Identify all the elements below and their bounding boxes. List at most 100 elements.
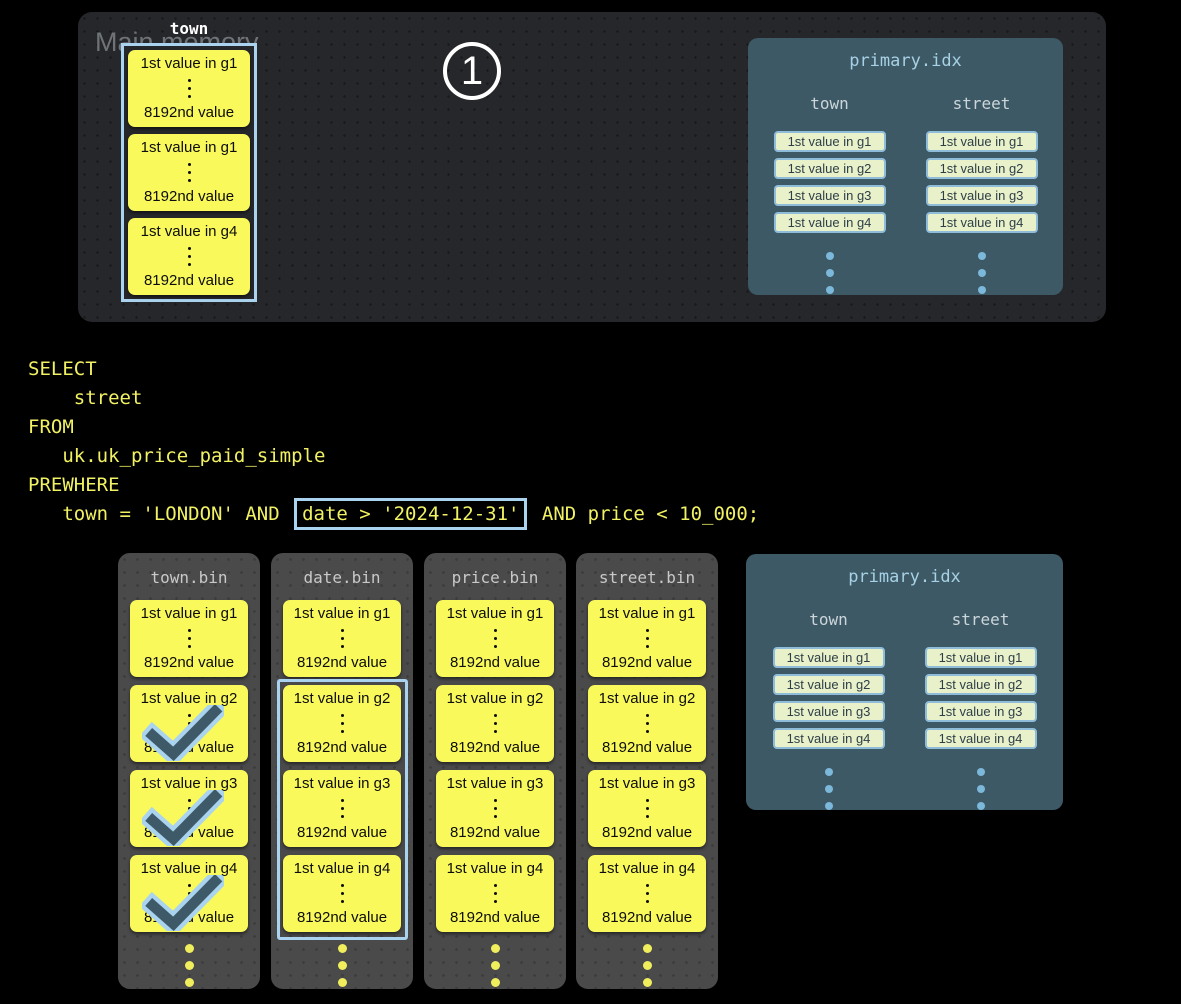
- index-column-town: town 1st value in g1 1st value in g2 1st…: [764, 612, 894, 810]
- granule-block: 1st value in g3 8192nd value: [130, 770, 248, 847]
- granule-last-value: 8192nd value: [143, 654, 235, 671]
- granule-first-value: 1st value in g2: [293, 690, 391, 707]
- granule-block: 1st value in g4 8192nd value: [128, 218, 250, 295]
- granule-first-value: 1st value in g1: [140, 605, 238, 622]
- more-entries-dots: [976, 768, 985, 810]
- granule-last-value: 8192nd value: [601, 654, 693, 671]
- ellipsis-dots: [645, 798, 649, 818]
- granule-first-value: 1st value in g2: [140, 690, 238, 707]
- granule-last-value: 8192nd value: [449, 909, 541, 926]
- ellipsis-dots: [493, 713, 497, 733]
- bin-title: price.bin: [451, 568, 539, 587]
- bin-panel-date: date.bin 1st value in g1 8192nd value 1s…: [271, 553, 413, 989]
- index-entry-pill: 1st value in g4: [925, 212, 1038, 233]
- granule-block: 1st value in g3 8192nd value: [283, 770, 401, 847]
- index-column-street: street 1st value in g1 1st value in g2 1…: [916, 612, 1046, 810]
- ellipsis-dots: [493, 628, 497, 648]
- more-entries-dots: [825, 252, 834, 294]
- granule-block: 1st value in g2 8192nd value: [283, 685, 401, 762]
- more-granules-dots: [118, 944, 260, 987]
- ellipsis-dots: [340, 628, 344, 648]
- check-icon: [142, 705, 224, 761]
- primary-index-panel-bottom: primary.idx town 1st value in g1 1st val…: [746, 554, 1063, 810]
- index-entry-pill: 1st value in g2: [925, 158, 1038, 179]
- index-entry-pill: 1st value in g1: [924, 647, 1037, 668]
- index-entry-pill: 1st value in g2: [772, 674, 885, 695]
- more-entries-dots: [824, 768, 833, 810]
- bin-blocks: 1st value in g1 8192nd value 1st value i…: [283, 600, 401, 932]
- granule-block: 1st value in g1 8192nd value: [283, 600, 401, 677]
- granule-last-value: 8192nd value: [601, 824, 693, 841]
- more-entries-dots: [977, 252, 986, 294]
- sql-prewhere-keyword: PREWHERE: [28, 474, 120, 496]
- granule-block: 1st value in g4 8192nd value: [283, 855, 401, 932]
- index-column-street: street 1st value in g1 1st value in g2 1…: [917, 96, 1047, 294]
- granule-last-value: 8192nd value: [143, 104, 235, 121]
- sql-table-name: uk.uk_price_paid_simple: [28, 445, 326, 467]
- ellipsis-dots: [645, 713, 649, 733]
- granule-block: 1st value in g2 8192nd value: [130, 685, 248, 762]
- index-entry-pill: 1st value in g1: [925, 131, 1038, 152]
- ellipsis-dots: [187, 78, 191, 98]
- granule-block: 1st value in g3 8192nd value: [588, 770, 706, 847]
- granule-first-value: 1st value in g4: [598, 860, 696, 877]
- granule-block: 1st value in g1 8192nd value: [130, 600, 248, 677]
- index-entry-pill: 1st value in g3: [773, 185, 886, 206]
- granule-first-value: 1st value in g1: [446, 605, 544, 622]
- granule-first-value: 1st value in g1: [140, 139, 238, 156]
- granule-block: 1st value in g4 8192nd value: [130, 855, 248, 932]
- granule-first-value: 1st value in g3: [598, 775, 696, 792]
- ellipsis-dots: [340, 883, 344, 903]
- granule-first-value: 1st value in g4: [446, 860, 544, 877]
- index-entry-pill: 1st value in g4: [773, 212, 886, 233]
- sql-condition-before: town = 'LONDON' AND: [28, 503, 292, 525]
- granule-last-value: 8192nd value: [601, 739, 693, 756]
- bin-title: date.bin: [303, 568, 381, 587]
- ellipsis-dots: [645, 628, 649, 648]
- step-1-badge: 1: [443, 42, 501, 100]
- granule-first-value: 1st value in g4: [140, 860, 238, 877]
- granule-last-value: 8192nd value: [449, 824, 541, 841]
- bin-blocks: 1st value in g1 8192nd value 1st value i…: [436, 600, 554, 932]
- index-entry-pill: 1st value in g4: [772, 728, 885, 749]
- granule-first-value: 1st value in g2: [598, 690, 696, 707]
- granule-last-value: 8192nd value: [296, 824, 388, 841]
- index-entry-pill: 1st value in g3: [925, 185, 1038, 206]
- index-entry-pill: 1st value in g3: [772, 701, 885, 722]
- granule-last-value: 8192nd value: [449, 739, 541, 756]
- sql-condition-after: AND price < 10_000;: [530, 503, 760, 525]
- sql-prewhere-condition: town = 'LONDON' AND date > '2024-12-31' …: [28, 498, 760, 530]
- granule-block: 1st value in g3 8192nd value: [436, 770, 554, 847]
- granule-first-value: 1st value in g3: [293, 775, 391, 792]
- granule-last-value: 8192nd value: [296, 739, 388, 756]
- granule-block: 1st value in g2 8192nd value: [436, 685, 554, 762]
- primary-index-title: primary.idx: [849, 51, 962, 71]
- index-entry-pill: 1st value in g2: [773, 158, 886, 179]
- primary-index-panel-top: primary.idx town 1st value in g1 1st val…: [748, 38, 1063, 295]
- bin-panel-street: street.bin 1st value in g1 8192nd value …: [576, 553, 718, 989]
- sql-from-keyword: FROM: [28, 416, 74, 438]
- sql-query: SELECT street FROM uk.uk_price_paid_simp…: [28, 355, 760, 530]
- granule-last-value: 8192nd value: [143, 188, 235, 205]
- index-entry-pill: 1st value in g1: [772, 647, 885, 668]
- index-column-label: street: [951, 610, 1010, 629]
- ellipsis-dots: [187, 162, 191, 182]
- primary-index-title: primary.idx: [848, 567, 961, 587]
- index-entry-pill: 1st value in g4: [924, 728, 1037, 749]
- granule-first-value: 1st value in g3: [446, 775, 544, 792]
- ellipsis-dots: [187, 246, 191, 266]
- granule-block: 1st value in g4 8192nd value: [588, 855, 706, 932]
- granule-first-value: 1st value in g2: [446, 690, 544, 707]
- granule-last-value: 8192nd value: [296, 909, 388, 926]
- granule-block: 1st value in g1 8192nd value: [128, 134, 250, 211]
- ellipsis-dots: [340, 713, 344, 733]
- ellipsis-dots: [340, 798, 344, 818]
- granule-last-value: 8192nd value: [449, 654, 541, 671]
- bin-title: town.bin: [150, 568, 228, 587]
- index-column-label: town: [810, 94, 849, 113]
- bin-blocks: 1st value in g1 8192nd value 1st value i…: [130, 600, 248, 932]
- granule-block: 1st value in g1 8192nd value: [436, 600, 554, 677]
- granule-first-value: 1st value in g1: [293, 605, 391, 622]
- index-column-label: street: [952, 94, 1011, 113]
- bin-title: street.bin: [598, 568, 696, 587]
